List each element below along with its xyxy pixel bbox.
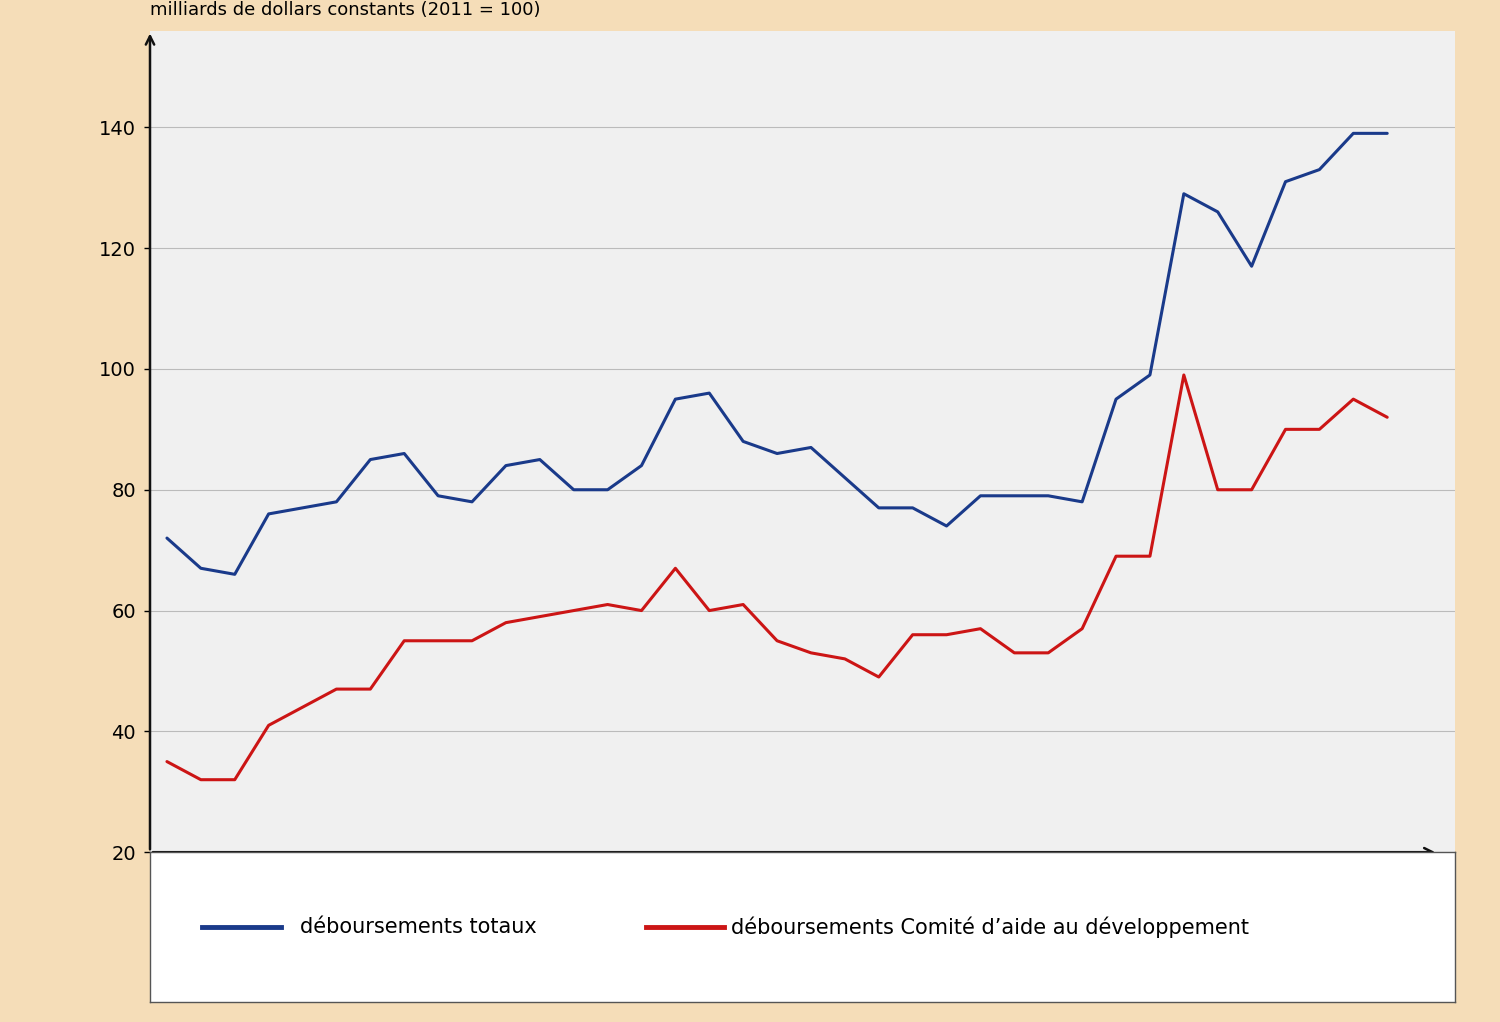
Text: années: années bbox=[1374, 925, 1444, 943]
Text: déboursements totaux: déboursements totaux bbox=[300, 917, 537, 937]
Text: déboursements Comité d’aide au développement: déboursements Comité d’aide au développe… bbox=[730, 916, 1248, 937]
Text: milliards de dollars constants (2011 = 100): milliards de dollars constants (2011 = 1… bbox=[150, 1, 540, 18]
